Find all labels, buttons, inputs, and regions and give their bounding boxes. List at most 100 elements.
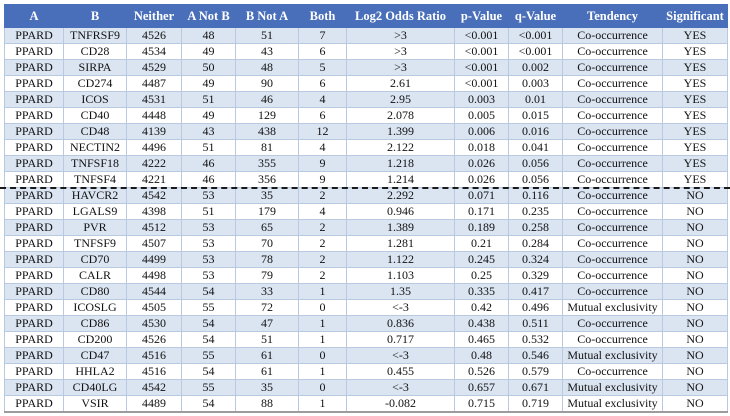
cell-p-value: 0.335 [454,283,509,300]
column-header-tendency: Tendency [562,4,663,28]
cell-significant: NO [662,331,728,348]
cell-p-value: 0.018 [454,139,509,156]
cell-significant: YES [662,59,728,76]
cell-log2-odds-ratio: 1.122 [346,251,455,268]
cell-b: ICOS [63,91,127,108]
cell-b: CD70 [63,251,127,268]
cell-neither: 4512 [126,219,182,236]
cell-b: CD200 [63,331,127,348]
cell-b: CD47 [63,347,127,364]
cell-b-not-a: 356 [235,171,299,188]
cell-log2-odds-ratio: <-3 [346,299,455,316]
cell-p-value: 0.21 [454,235,509,252]
cell-both: 6 [298,43,347,60]
cell-tendency: Co-occurrence [562,363,663,380]
cell-a: PPARD [4,299,64,316]
cooccurrence-table: A B Neither A Not B B Not A Both Log2 Od… [4,4,728,413]
cell-tendency: Co-occurrence [562,187,663,204]
cell-a-not-b: 51 [181,139,236,156]
cell-a-not-b: 49 [181,107,236,124]
cell-neither: 4516 [126,363,182,380]
cell-significant: NO [662,235,728,252]
cell-both: 4 [298,91,347,108]
cell-log2-odds-ratio: 2.61 [346,75,455,92]
cell-b: NECTIN2 [63,139,127,156]
table-row: PPARD ICOSLG 4505 55 72 0 <-3 0.42 0.496 Mutual e… [4,299,728,316]
cell-log2-odds-ratio: 0.455 [346,363,455,380]
cell-a: PPARD [4,43,64,60]
table-row: PPARD TNFSF9 4507 53 70 2 1.281 0.21 0.284 Co-occ… [4,235,728,252]
cell-both: 0 [298,379,347,396]
cell-p-value: 0.657 [454,379,509,396]
cell-significant: YES [662,155,728,172]
cell-significant: YES [662,91,728,108]
cell-q-value: 0.116 [508,187,563,204]
cell-b: SIRPA [63,59,127,76]
cell-both: 6 [298,107,347,124]
cell-b-not-a: 70 [235,235,299,252]
cell-p-value: 0.171 [454,203,509,220]
cell-significant: NO [662,187,728,204]
cell-both: 0 [298,299,347,316]
cell-b-not-a: 88 [235,395,299,413]
table-row: PPARD TNFSF18 4222 46 355 9 1.218 0.026 0.056 Co-… [4,155,728,172]
cell-b-not-a: 51 [235,27,299,44]
cell-a-not-b: 54 [181,363,236,380]
cell-a-not-b: 43 [181,123,236,140]
cell-tendency: Co-occurrence [562,267,663,284]
cell-log2-odds-ratio: 0.717 [346,331,455,348]
cell-a: PPARD [4,139,64,156]
cell-both: 4 [298,139,347,156]
cell-significant: YES [662,43,728,60]
table-row: PPARD ICOS 4531 51 46 4 2.95 0.003 0.01 Co-occurr… [4,91,728,108]
cell-both: 9 [298,171,347,188]
cell-tendency: Mutual exclusivity [562,379,663,396]
cell-b-not-a: 35 [235,379,299,396]
cell-b-not-a: 79 [235,267,299,284]
cell-tendency: Co-occurrence [562,107,663,124]
cell-b: VSIR [63,395,127,413]
cell-a: PPARD [4,331,64,348]
cell-neither: 4139 [126,123,182,140]
cell-b: CD86 [63,315,127,332]
cell-neither: 4505 [126,299,182,316]
cell-b-not-a: 33 [235,283,299,300]
cell-a: PPARD [4,283,64,300]
cell-q-value: 0.056 [508,171,563,188]
cell-q-value: <0.001 [508,27,563,44]
cell-both: 1 [298,395,347,413]
cell-a: PPARD [4,107,64,124]
cell-p-value: 0.715 [454,395,509,413]
column-header-b-not-a: B Not A [235,4,299,28]
cell-b: CALR [63,267,127,284]
cell-b: CD274 [63,75,127,92]
table-row: PPARD CD48 4139 43 438 12 1.399 0.006 0.016 Co-oc… [4,123,728,140]
cell-both: 2 [298,235,347,252]
cell-a-not-b: 49 [181,75,236,92]
table-row: PPARD LGALS9 4398 51 179 4 0.946 0.171 0.235 Co-o… [4,203,728,220]
cell-b-not-a: 46 [235,91,299,108]
cell-log2-odds-ratio: 1.214 [346,171,455,188]
cell-both: 5 [298,59,347,76]
column-header-significant: Significant [662,4,728,28]
cell-b: CD48 [63,123,127,140]
cell-neither: 4542 [126,187,182,204]
cell-neither: 4516 [126,347,182,364]
table-row: PPARD TNFRSF9 4526 48 51 7 >3 <0.001 <0.001 Co-oc… [4,27,728,44]
cell-q-value: 0.041 [508,139,563,156]
cell-tendency: Co-occurrence [562,171,663,188]
column-header-b: B [63,4,127,28]
cell-a: PPARD [4,235,64,252]
cell-log2-odds-ratio: >3 [346,59,455,76]
column-header-a-not-b: A Not B [181,4,236,28]
table-row: PPARD SIRPA 4529 50 48 5 >3 <0.001 0.002 Co-occur… [4,59,728,76]
cell-q-value: 0.01 [508,91,563,108]
cell-tendency: Mutual exclusivity [562,299,663,316]
cell-b-not-a: 129 [235,107,299,124]
cell-significant: NO [662,379,728,396]
cell-neither: 4531 [126,91,182,108]
cell-p-value: <0.001 [454,27,509,44]
cell-q-value: 0.015 [508,107,563,124]
cell-a: PPARD [4,315,64,332]
cell-p-value: <0.001 [454,75,509,92]
